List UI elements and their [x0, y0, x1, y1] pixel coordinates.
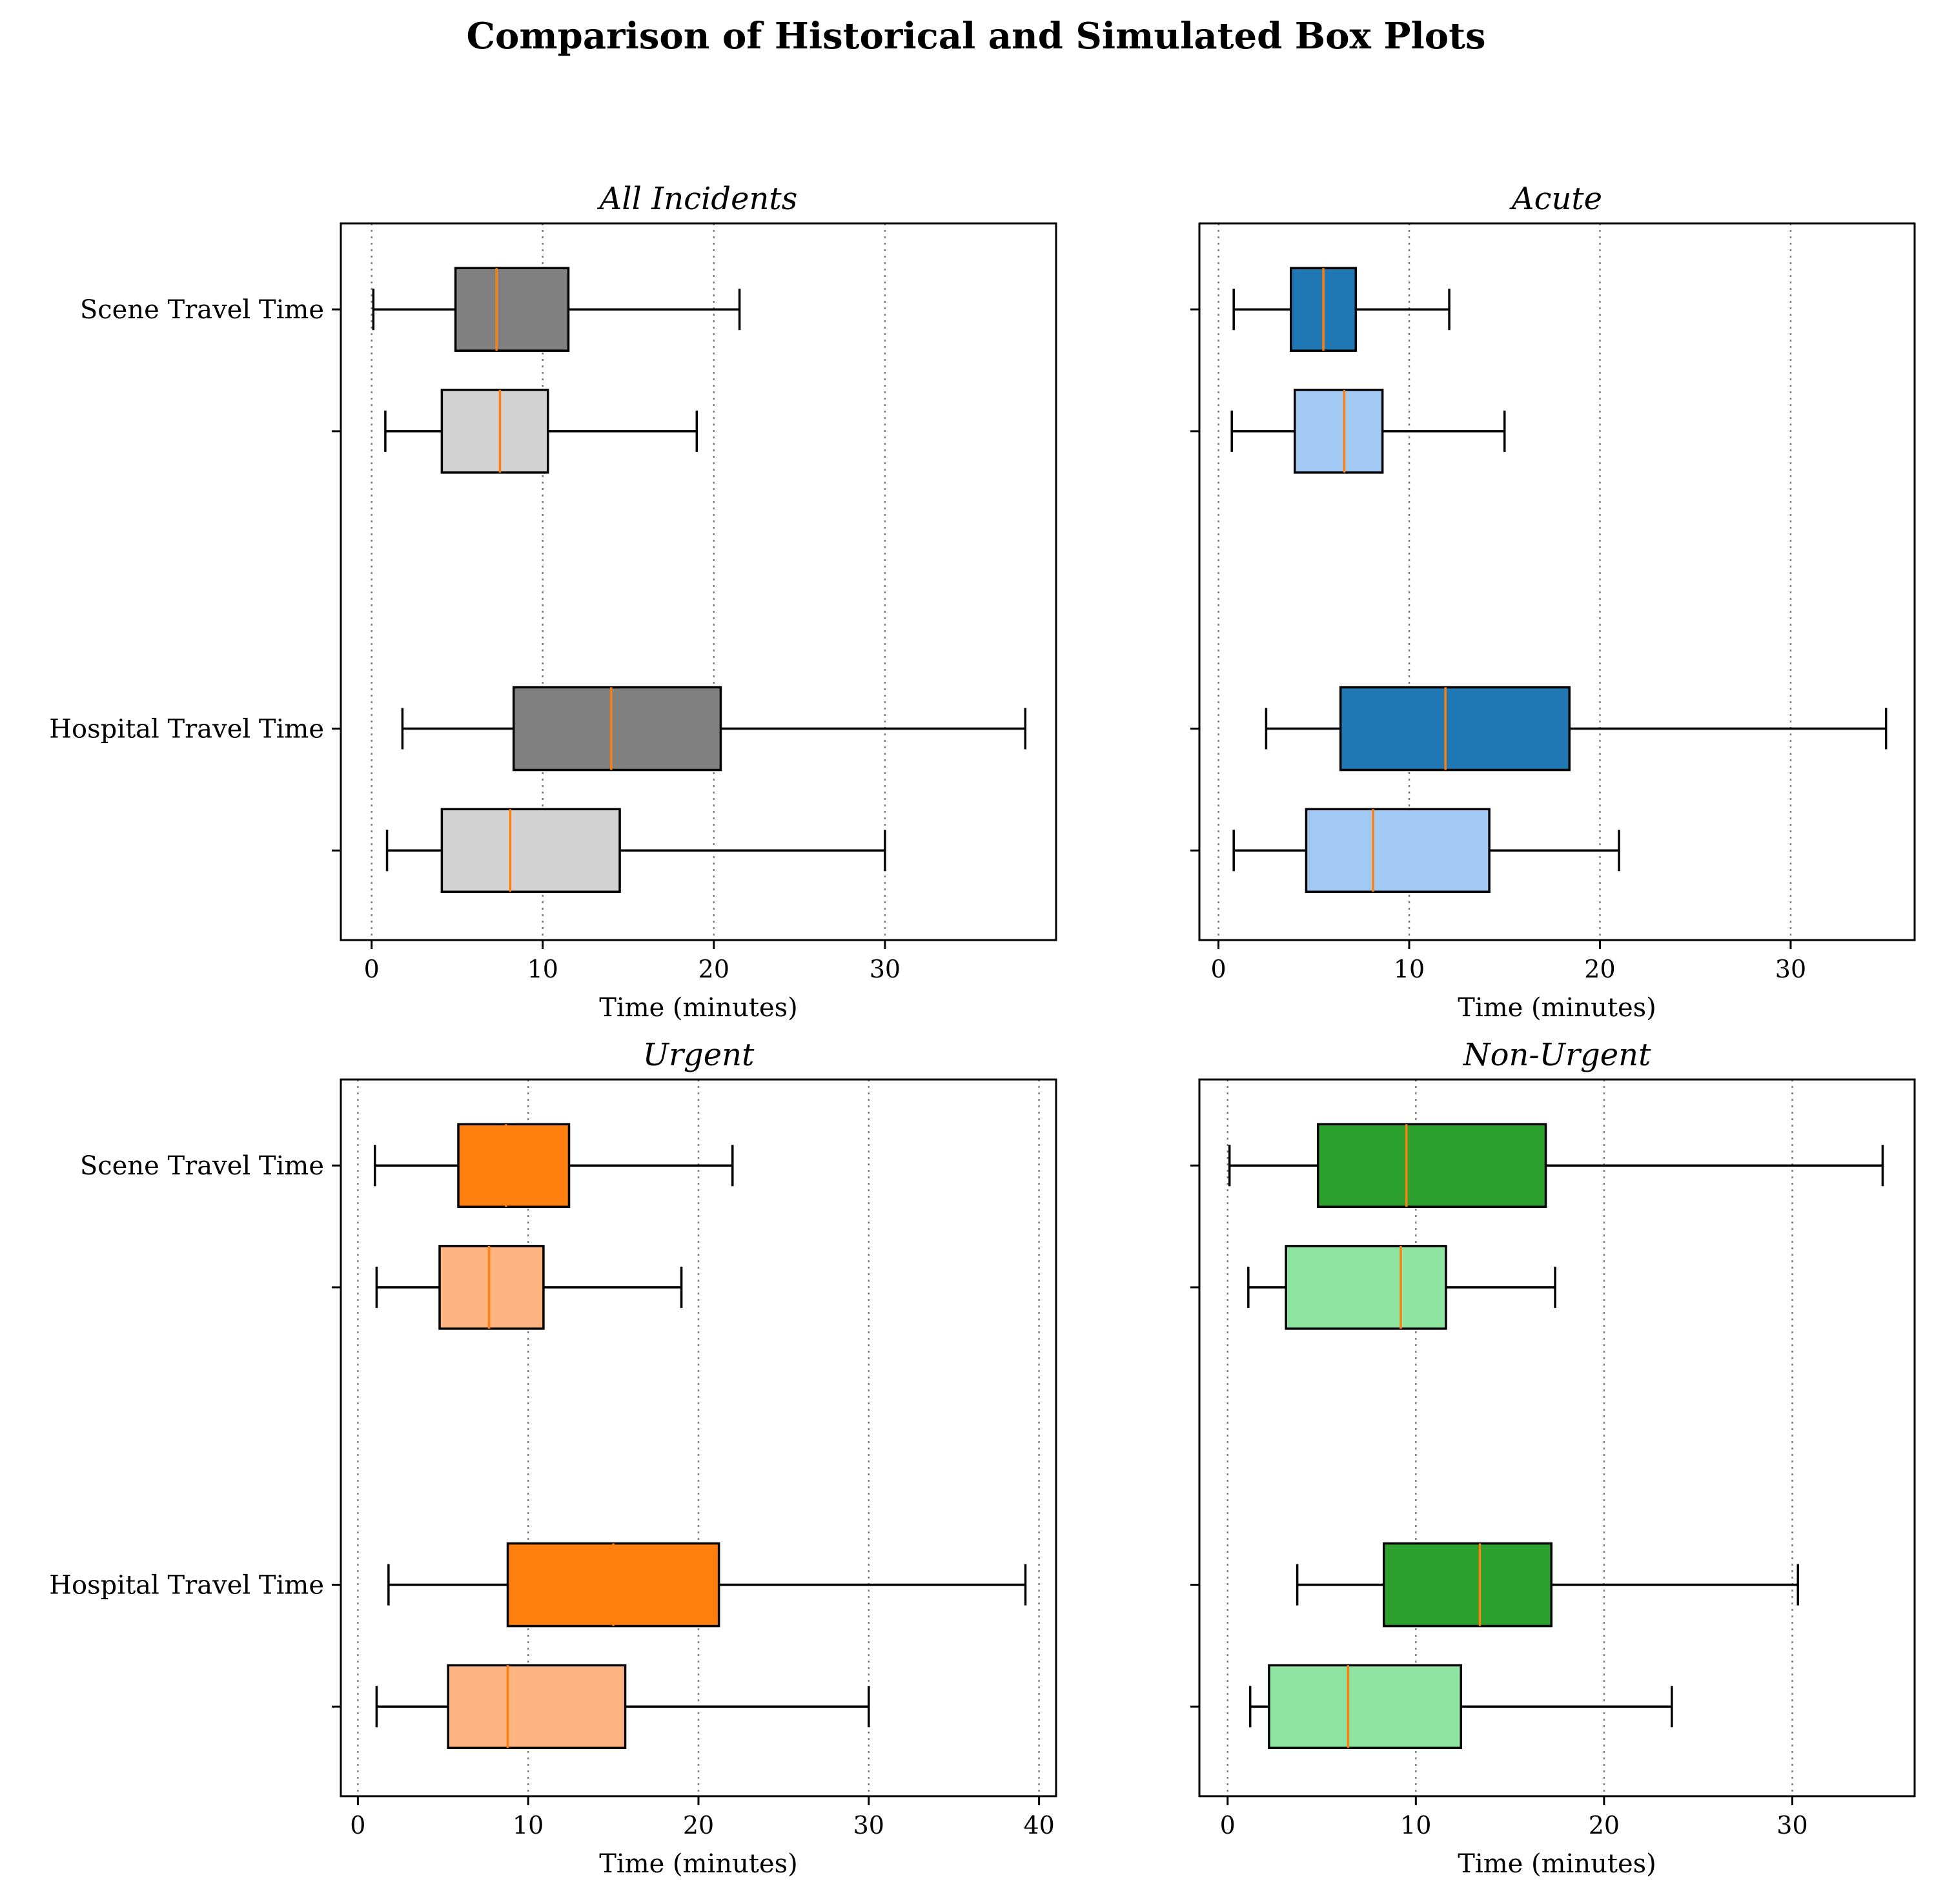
- x-tick-label: 0: [1210, 955, 1226, 983]
- category-label: Scene Travel Time: [80, 295, 324, 325]
- box-iqr: [447, 1664, 627, 1749]
- x-tick-label: 10: [513, 1811, 544, 1839]
- x-axis-label: Time (minutes): [1458, 993, 1656, 1023]
- box-iqr: [457, 1123, 571, 1208]
- box-hospital-travel-time-dark: [387, 1542, 1027, 1628]
- box-iqr: [440, 808, 621, 893]
- box-scene-travel-time-dark: [374, 1123, 734, 1208]
- box-hospital-travel-time-light: [1248, 1664, 1673, 1749]
- box-scene-travel-time-light: [1230, 389, 1506, 474]
- category-label: Hospital Travel Time: [49, 715, 324, 744]
- panel-2: 0 10 20 30 40 Scene Travel Time Hospital Trave…: [49, 1037, 1057, 1879]
- axes-frame: [340, 222, 1057, 941]
- box-iqr: [1268, 1664, 1463, 1749]
- box-iqr: [1285, 1245, 1447, 1330]
- x-axis-label: Time (minutes): [1458, 1849, 1656, 1879]
- box-iqr: [438, 1245, 545, 1330]
- box-hospital-travel-time-dark: [1265, 686, 1888, 772]
- box-scene-travel-time-light: [384, 389, 698, 474]
- panel-title: All Incidents: [597, 181, 798, 217]
- x-tick-label: 10: [1394, 955, 1425, 983]
- box-scene-travel-time-dark: [1228, 1123, 1884, 1208]
- box-iqr: [512, 686, 722, 772]
- figure-title: Comparison of Historical and Simulated B…: [466, 15, 1485, 57]
- box-scene-travel-time-light: [1247, 1245, 1556, 1330]
- x-tick-label: 10: [527, 955, 558, 983]
- x-axis-label: Time (minutes): [599, 1849, 798, 1879]
- box-iqr: [1293, 389, 1384, 474]
- x-tick-label: 20: [1584, 955, 1615, 983]
- panel-1: 0 10 20 30 Acute Time (minutes): [1190, 181, 1916, 1023]
- box-scene-travel-time-light: [375, 1245, 683, 1330]
- panel-0: 0 10 20 30 Scene Travel Time Hospital Travel …: [49, 181, 1057, 1023]
- box-hospital-travel-time-light: [375, 1664, 870, 1749]
- category-label: Scene Travel Time: [80, 1151, 324, 1181]
- box-iqr: [454, 267, 570, 352]
- x-tick-label: 40: [1023, 1811, 1054, 1839]
- box-iqr: [1305, 808, 1491, 893]
- x-tick-label: 30: [870, 955, 901, 983]
- x-tick-label: 20: [698, 955, 729, 983]
- axes-frame: [1198, 1078, 1916, 1797]
- category-label: Hospital Travel Time: [49, 1571, 324, 1601]
- box-scene-travel-time-dark: [372, 267, 741, 352]
- box-hospital-travel-time-light: [385, 808, 886, 893]
- box-iqr: [1339, 686, 1571, 772]
- axes-frame: [1198, 222, 1916, 941]
- box-iqr: [440, 389, 549, 474]
- box-hospital-travel-time-light: [1232, 808, 1620, 893]
- panel-3: 0 10 20 30 Non-Urgent Time (minutes): [1190, 1037, 1916, 1879]
- box-scene-travel-time-dark: [1232, 267, 1450, 352]
- panel-title: Urgent: [643, 1037, 755, 1073]
- x-axis-label: Time (minutes): [599, 993, 798, 1023]
- x-tick-label: 20: [683, 1811, 714, 1839]
- x-tick-label: 30: [1775, 955, 1806, 983]
- x-tick-label: 0: [364, 955, 380, 983]
- x-tick-label: 0: [1220, 1811, 1236, 1839]
- x-tick-label: 0: [350, 1811, 365, 1839]
- box-iqr: [1382, 1542, 1553, 1628]
- box-iqr: [1316, 1123, 1547, 1208]
- x-tick-label: 20: [1589, 1811, 1620, 1839]
- x-tick-label: 10: [1400, 1811, 1431, 1839]
- panel-title: Acute: [1509, 181, 1602, 217]
- panel-title: Non-Urgent: [1463, 1037, 1651, 1073]
- x-tick-label: 30: [1776, 1811, 1807, 1839]
- box-hospital-travel-time-dark: [401, 686, 1027, 772]
- x-tick-label: 30: [853, 1811, 884, 1839]
- box-hospital-travel-time-dark: [1296, 1542, 1799, 1628]
